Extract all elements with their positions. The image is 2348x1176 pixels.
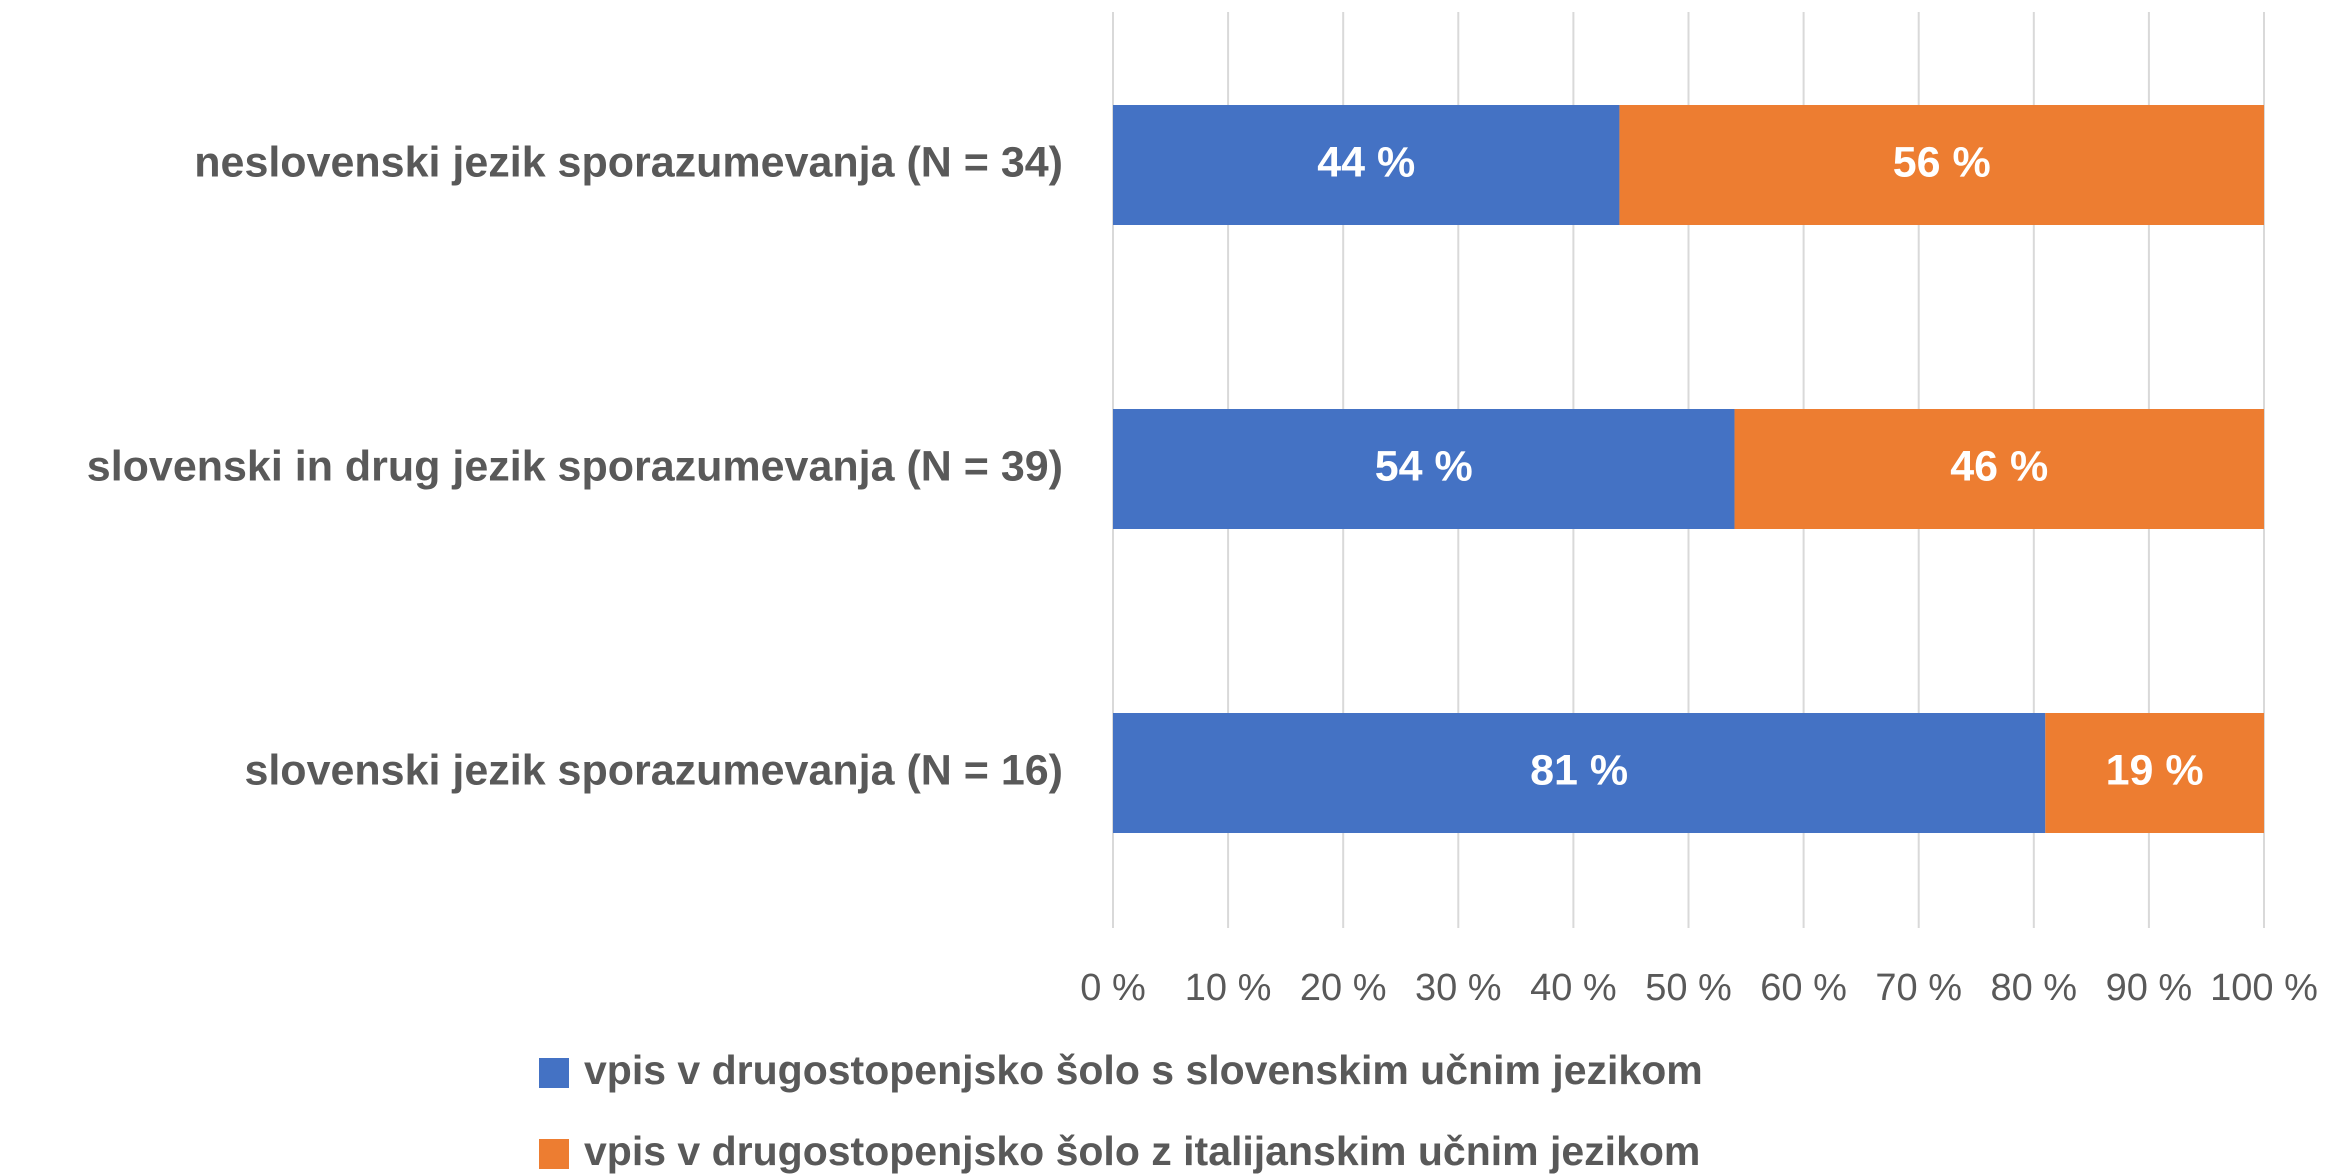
value-label: 46 % [1950, 442, 2048, 490]
legend-swatch [539, 1139, 569, 1169]
bar-segment [1113, 105, 1620, 225]
x-tick-label: 80 % [1990, 967, 2077, 1009]
value-label: 81 % [1530, 746, 1628, 794]
x-tick-label: 20 % [1300, 967, 1387, 1009]
x-tick-label: 50 % [1645, 967, 1732, 1009]
category-label: slovenski in drug jezik sporazumevanja (… [87, 442, 1063, 490]
x-tick-label: 100 % [2210, 967, 2318, 1009]
x-tick-label: 60 % [1760, 967, 1847, 1009]
legend-label: vpis v drugostopenjsko šolo z italijansk… [584, 1128, 1700, 1174]
x-tick-label: 70 % [1875, 967, 1962, 1009]
category-label: neslovenski jezik sporazumevanja (N = 34… [194, 138, 1063, 186]
category-label: slovenski jezik sporazumevanja (N = 16) [244, 746, 1063, 794]
legend-swatch [539, 1058, 569, 1088]
value-label: 44 % [1317, 138, 1415, 186]
x-tick-label: 10 % [1185, 967, 1272, 1009]
value-label: 19 % [2106, 746, 2204, 794]
bar-segment [1113, 409, 1735, 529]
value-label: 56 % [1893, 138, 1991, 186]
x-tick-label: 40 % [1530, 967, 1617, 1009]
x-tick-label: 90 % [2106, 967, 2193, 1009]
x-tick-label: 0 % [1080, 967, 1145, 1009]
bar-segment [1734, 409, 2264, 529]
bar-segment [2045, 713, 2264, 833]
x-tick-label: 30 % [1415, 967, 1502, 1009]
bar-segment [1113, 713, 2046, 833]
legend-label: vpis v drugostopenjsko šolo s slovenskim… [584, 1047, 1703, 1093]
bar-segment [1619, 105, 2264, 225]
value-label: 54 % [1375, 442, 1473, 490]
